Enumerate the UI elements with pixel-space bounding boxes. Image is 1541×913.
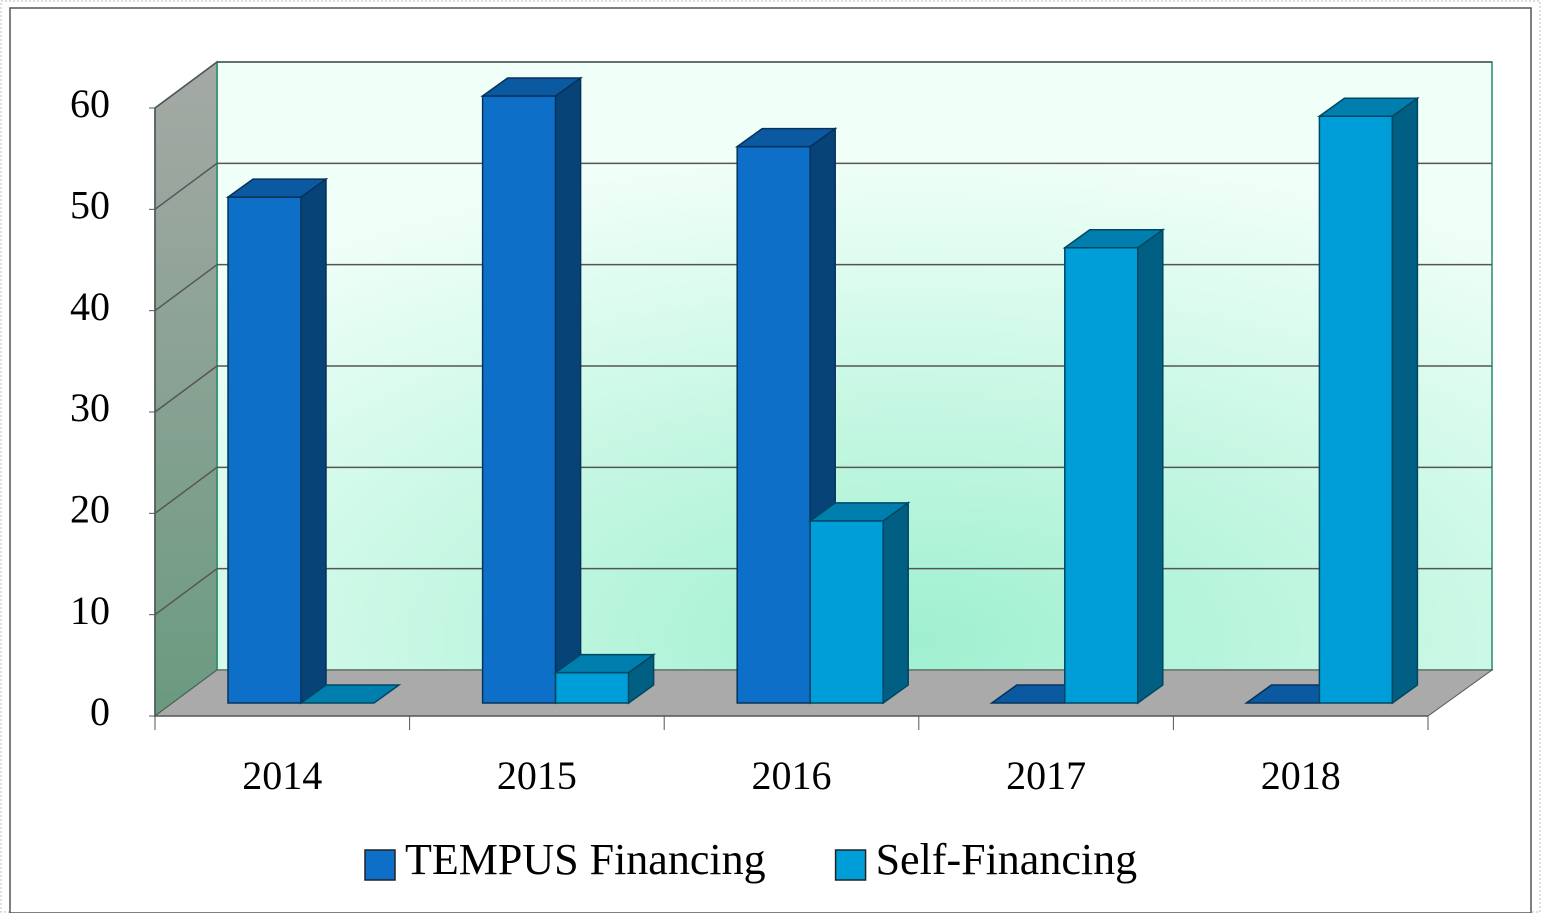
bar-face: [882, 501, 909, 705]
bar-face: [736, 145, 811, 704]
grid-line: [154, 162, 218, 210]
bar: [1317, 96, 1420, 705]
bar: [225, 177, 329, 705]
bar-face: [298, 684, 402, 704]
bar-face: [554, 671, 630, 704]
y-tick-label: 0: [90, 689, 110, 734]
y-tick-label: 50: [70, 183, 110, 228]
bar-face: [1062, 229, 1166, 249]
x-tick-label: 2016: [752, 753, 832, 798]
x-tick-label: 2017: [1006, 753, 1086, 798]
bar: [807, 501, 911, 705]
bar: [1062, 228, 1166, 705]
bar-face: [807, 502, 911, 522]
y-tick-label: 60: [70, 81, 110, 126]
bar-face: [553, 653, 656, 674]
bar-face: [1318, 115, 1394, 704]
bar-face: [300, 177, 327, 705]
grid-line: [154, 365, 218, 413]
grid-line: [154, 61, 218, 109]
grid-line: [154, 264, 218, 312]
legend-label: TEMPUS Financing: [405, 835, 766, 884]
grid-line: [154, 466, 218, 514]
bar: [553, 653, 656, 705]
bar-face: [481, 95, 557, 704]
grid-line: [154, 568, 218, 616]
legend-swatch: [364, 849, 396, 881]
y-tick-label: 20: [70, 487, 110, 532]
bar-face: [809, 520, 884, 704]
bar-face: [227, 196, 302, 704]
bar-face: [1317, 97, 1420, 117]
bar-face: [1391, 96, 1419, 705]
y-tick-label: 30: [70, 385, 110, 430]
bar-face: [1064, 247, 1139, 704]
bar: [298, 684, 402, 704]
x-tick-label: 2014: [242, 753, 322, 798]
bar-face: [734, 127, 838, 148]
bar: [480, 76, 583, 705]
bar-face: [225, 178, 329, 198]
y-tick-label: 10: [70, 588, 110, 633]
bar-face: [554, 76, 582, 705]
x-tick-label: 2015: [497, 753, 577, 798]
bar-face: [480, 77, 583, 97]
legend-label: Self-Financing: [876, 835, 1138, 884]
legend-swatch: [834, 849, 867, 881]
x-tick-label: 2018: [1261, 753, 1341, 798]
y-tick-label: 40: [70, 284, 110, 329]
bar-face: [1137, 228, 1164, 705]
